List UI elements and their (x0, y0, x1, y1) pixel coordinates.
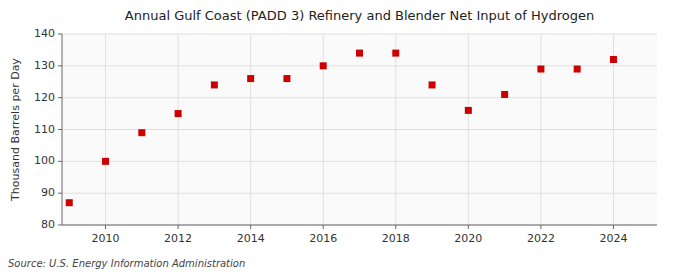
point (465, 107, 472, 114)
point (320, 62, 327, 69)
point (610, 56, 617, 63)
y-tick-label: 130 (34, 59, 55, 72)
x-tick (178, 225, 179, 229)
point (247, 75, 254, 82)
x-tick (250, 225, 251, 229)
point (574, 66, 581, 73)
chart-container: 80 90 100 110 120 130 140 2010 2012 2014 2016 2018 2… (0, 0, 675, 275)
x-tick (540, 225, 541, 229)
y-grid-line (62, 161, 657, 162)
plot-background (62, 34, 657, 225)
y-grid-line (62, 193, 657, 194)
y-axis-label: Thousand Barrels per Day (9, 58, 22, 202)
x-axis-line (62, 225, 657, 226)
point (356, 50, 363, 57)
point (392, 50, 399, 57)
y-tick-label: 110 (34, 123, 55, 136)
x-grid-line (250, 34, 251, 225)
x-tick (105, 225, 106, 229)
point (283, 75, 290, 82)
y-tick (58, 193, 62, 194)
y-tick (58, 97, 62, 98)
x-tick (468, 225, 469, 229)
y-tick-label: 80 (41, 218, 55, 231)
x-grid-line (395, 34, 396, 225)
y-grid-line (62, 97, 657, 98)
x-grid-line (468, 34, 469, 225)
grid (62, 34, 657, 225)
y-grid-line (62, 65, 657, 66)
y-tick (58, 161, 62, 162)
x-tick-label: 2010 (92, 232, 120, 245)
x-tick-label: 2018 (382, 232, 410, 245)
point (537, 66, 544, 73)
title: Annual Gulf Coast (PADD 3) Refinery and … (125, 8, 594, 23)
x-tick (613, 225, 614, 229)
x-tick (323, 225, 324, 229)
y-grid-line (62, 225, 657, 226)
points (66, 50, 617, 207)
point (429, 81, 436, 88)
x-grid-line (105, 34, 106, 225)
x-tick-label: 2022 (527, 232, 555, 245)
y-tick (58, 65, 62, 66)
x-tick-label: 2020 (454, 232, 482, 245)
y-tick (58, 34, 62, 35)
x-grid-line (540, 34, 541, 225)
y-tick-label: 100 (34, 154, 55, 167)
point (102, 158, 109, 165)
y-tick-label: 120 (34, 91, 55, 104)
axes: 80 90 100 110 120 130 140 2010 2012 2014 2016 2018 2… (34, 27, 657, 245)
point (175, 110, 182, 117)
y-tick (58, 225, 62, 226)
x-tick-label: 2016 (309, 232, 337, 245)
point (66, 199, 73, 206)
x-tick-label: 2012 (164, 232, 192, 245)
y-tick-label: 140 (34, 27, 55, 40)
point (501, 91, 508, 98)
x-tick (395, 225, 396, 229)
source-note: Source: U.S. Energy Information Administ… (8, 258, 245, 269)
y-grid-line (62, 34, 657, 35)
x-grid-line (178, 34, 179, 225)
y-tick-label: 90 (41, 186, 55, 199)
y-axis-line (62, 34, 63, 225)
x-tick-label: 2014 (237, 232, 265, 245)
y-grid-line (62, 129, 657, 130)
point (211, 81, 218, 88)
chart-svg: 80 90 100 110 120 130 140 2010 2012 2014 2016 2018 2… (0, 0, 675, 275)
y-tick (58, 129, 62, 130)
point (138, 129, 145, 136)
x-tick-label: 2024 (599, 232, 627, 245)
